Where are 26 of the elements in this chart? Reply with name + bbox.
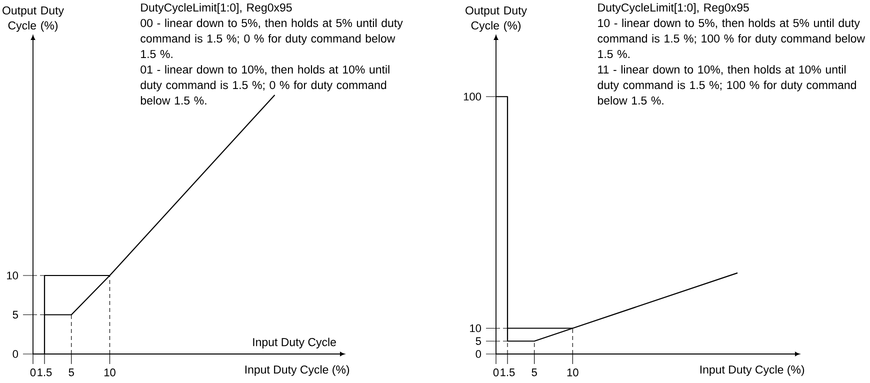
y-tick-label: 10 xyxy=(470,324,482,332)
y-axis-title: Output Duty Cycle (%) xyxy=(2,6,64,32)
x-tick-label: 0 xyxy=(30,368,36,376)
y-tick-label: 0 xyxy=(12,350,18,358)
x-tick-label: 1.5 xyxy=(500,368,515,376)
annotation: 01 - linear down to 10%, then holds at 10% until duty command is 1.5 %; 0 % for duty command below 1.5 %. xyxy=(140,65,390,105)
x-tick-label: 5 xyxy=(532,368,537,376)
x-tick-label: 10 xyxy=(104,368,116,376)
y-tick-label: 5 xyxy=(476,337,481,345)
x-axis-title: Input Duty Cycle (%) xyxy=(245,365,350,376)
x-tick-label: 10 xyxy=(567,368,578,376)
annotation: 10 - linear down to 5%, then holds at 5% until duty command is 1.5 %; 100 % for duty command below 1.5 %. xyxy=(598,18,866,58)
y-tick-label: 10 xyxy=(7,272,18,280)
y-tick-label: 100 xyxy=(464,92,482,101)
x-tick-label: 0 xyxy=(493,368,499,376)
annotation: 11 - linear down to 10%, then holds at 10% until duty command is 1.5 %; 100 % for duty command below 1.5 %. xyxy=(598,65,856,105)
text: Input Duty Cycle xyxy=(253,338,336,348)
x-tick-label: 5 xyxy=(68,368,74,376)
annotation: 00 - linear down to 5%, then holds at 5% until duty command is 1.5 %; 0 % for duty command below 1.5 %. xyxy=(140,18,403,58)
y-axis-title: Output Duty Cycle (%) xyxy=(466,6,527,32)
y-tick-label: 0 xyxy=(476,350,482,358)
x-axis-title: Input Duty Cycle (%) xyxy=(700,365,804,376)
chart-title: DutyCycleLimit[1:0], Reg0x95 xyxy=(598,3,749,14)
x-tick-label: 1.5 xyxy=(38,368,52,376)
y-tick-label: 5 xyxy=(12,310,18,319)
chart-title: DutyCycleLimit[1:0], Reg0x95 xyxy=(141,3,292,14)
